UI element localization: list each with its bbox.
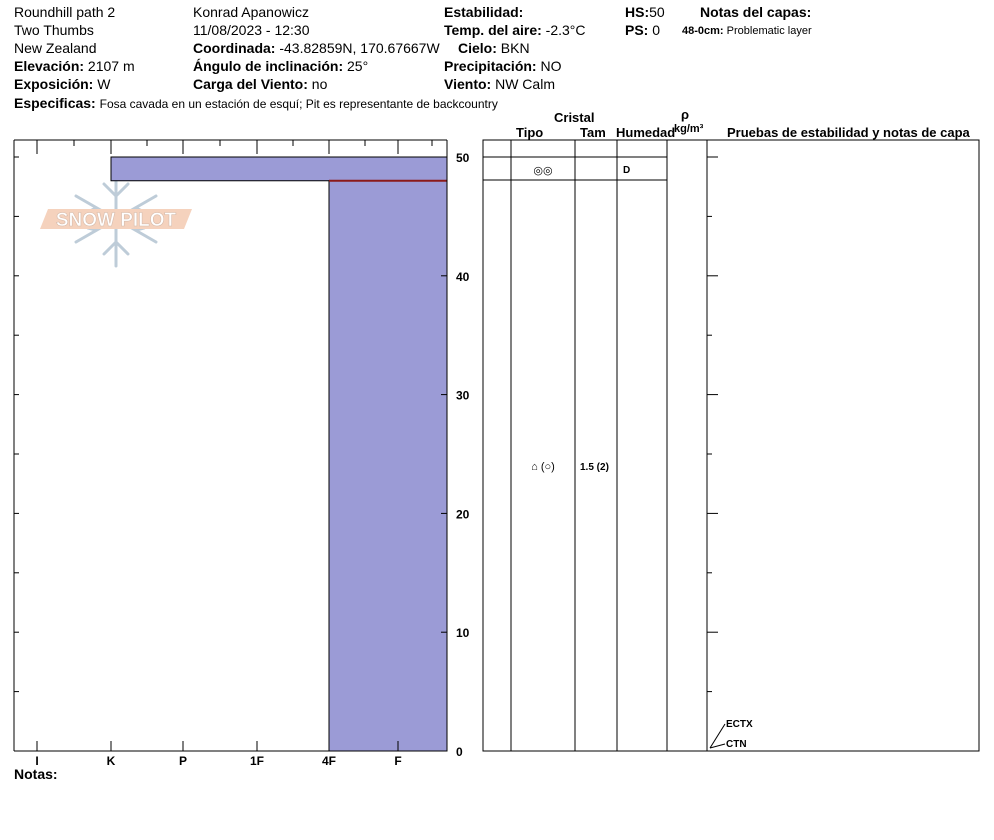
specifics-text: Fosa cavada en un estación de esquí; Pit… [99, 97, 498, 111]
precipitation-label: Precipitación: [444, 58, 537, 74]
slope-field: Ángulo de inclinación: 25° [193, 57, 368, 75]
density-unit: kg/m³ [674, 123, 704, 135]
layer-note-depth: 48-0cm: [682, 25, 724, 37]
wind-label: Viento: [444, 76, 492, 92]
ps-field: PS: 0 [625, 21, 660, 39]
air-temp-field: Temp. del aire: -2.3°C [444, 21, 586, 39]
crystal-header: Cristal [554, 110, 595, 125]
air-temp-value: -2.3°C [545, 22, 586, 38]
stability-label: Estabilidad: [444, 4, 524, 20]
specifics-field: Especificas: Fosa cavada en un estación … [14, 94, 498, 113]
grain-size-2: 1.5 (2) [580, 462, 609, 473]
wind-load-label: Carga del Viento: [193, 76, 308, 92]
air-temp-label: Temp. del aire: [444, 22, 542, 38]
moisture-1: D [623, 165, 630, 176]
sky-label: Cielo: [458, 40, 497, 56]
hardness-label-p: P [179, 754, 187, 768]
hs-value: 50 [649, 4, 665, 20]
stability-test-leader [709, 743, 726, 749]
height-label-40: 40 [456, 270, 470, 284]
height-label-30: 30 [456, 389, 470, 403]
country-name: New Zealand [14, 40, 97, 56]
coordinate-field: Coordinada: -43.82859N, 170.67667W [193, 39, 440, 57]
wind-value: NW Calm [495, 76, 555, 92]
stability-test-ectx: ECTX [726, 719, 753, 730]
height-label-50: 50 [456, 151, 470, 165]
ps-label: PS: [625, 22, 649, 38]
hardness-label-1f: 1F [250, 754, 264, 768]
wind-load-field: Carga del Viento: no [193, 75, 327, 93]
hardness-label-k: K [107, 754, 116, 768]
hardness-label-4f: 4F [322, 754, 336, 768]
elevation-label: Elevación: [14, 58, 85, 74]
hardness-bar-2 [328, 180, 448, 752]
layer-notes-label: Notas del capas: [700, 4, 812, 20]
specifics-label: Especificas: [14, 95, 96, 111]
size-header: Tam [580, 125, 606, 140]
grain-type-1: ◎◎ [533, 165, 552, 177]
height-label-0: 0 [456, 745, 463, 759]
layer-note-text: Problematic layer [726, 25, 812, 37]
elevation-value: 2107 m [87, 58, 135, 74]
elevation-field: Elevación: 2107 m [14, 57, 135, 75]
observer-name: Konrad Apanowicz [193, 4, 309, 20]
hs-label: HS: [625, 4, 650, 20]
height-label-10: 10 [456, 626, 470, 640]
aspect-label: Exposición: [14, 76, 94, 92]
coordinate-label: Coordinada: [193, 40, 276, 56]
type-header: Tipo [516, 125, 544, 140]
observation-datetime: 11/08/2023 - 12:30 [193, 22, 310, 38]
wind-load-value: no [311, 76, 328, 92]
layer-note: 48-0cm: Problematic layer [682, 22, 812, 40]
grain-type-2: ⌂ (○) [531, 461, 555, 473]
precipitation-field: Precipitación: NO [444, 57, 561, 75]
hardness-bar-1 [110, 156, 448, 182]
slope-label: Ángulo de inclinación: [193, 58, 344, 74]
location-name: Roundhill path 2 [14, 4, 116, 20]
tests-header: Pruebas de estabilidad y notas de capa [727, 125, 970, 140]
wind-field: Viento: NW Calm [444, 75, 555, 93]
stability-test-leader [709, 723, 726, 749]
stability-test-ctn: CTN [726, 739, 747, 750]
sky-field: Cielo: BKN [458, 39, 530, 57]
snowpilot-logo: SNOW PILOT [40, 170, 192, 268]
layer-table-frame [482, 139, 980, 752]
ps-value: 0 [652, 22, 661, 38]
coordinate-value: -43.82859N, 170.67667W [279, 40, 440, 56]
hardness-label-f: F [394, 754, 401, 768]
height-label-20: 20 [456, 507, 470, 521]
notes-label: Notas: [14, 766, 58, 782]
hardness-label-i: I [35, 754, 38, 768]
area-name: Two Thumbs [14, 22, 94, 38]
moisture-header: Humedad [616, 125, 676, 140]
logo-text: SNOW PILOT [56, 210, 177, 231]
aspect-value: W [97, 76, 111, 92]
hs-field: HS:50 [625, 3, 665, 21]
aspect-field: Exposición: W [14, 75, 110, 93]
slope-value: 25° [347, 58, 369, 74]
density-symbol: ρ [681, 107, 690, 122]
sky-value: BKN [500, 40, 530, 56]
precipitation-value: NO [540, 58, 562, 74]
